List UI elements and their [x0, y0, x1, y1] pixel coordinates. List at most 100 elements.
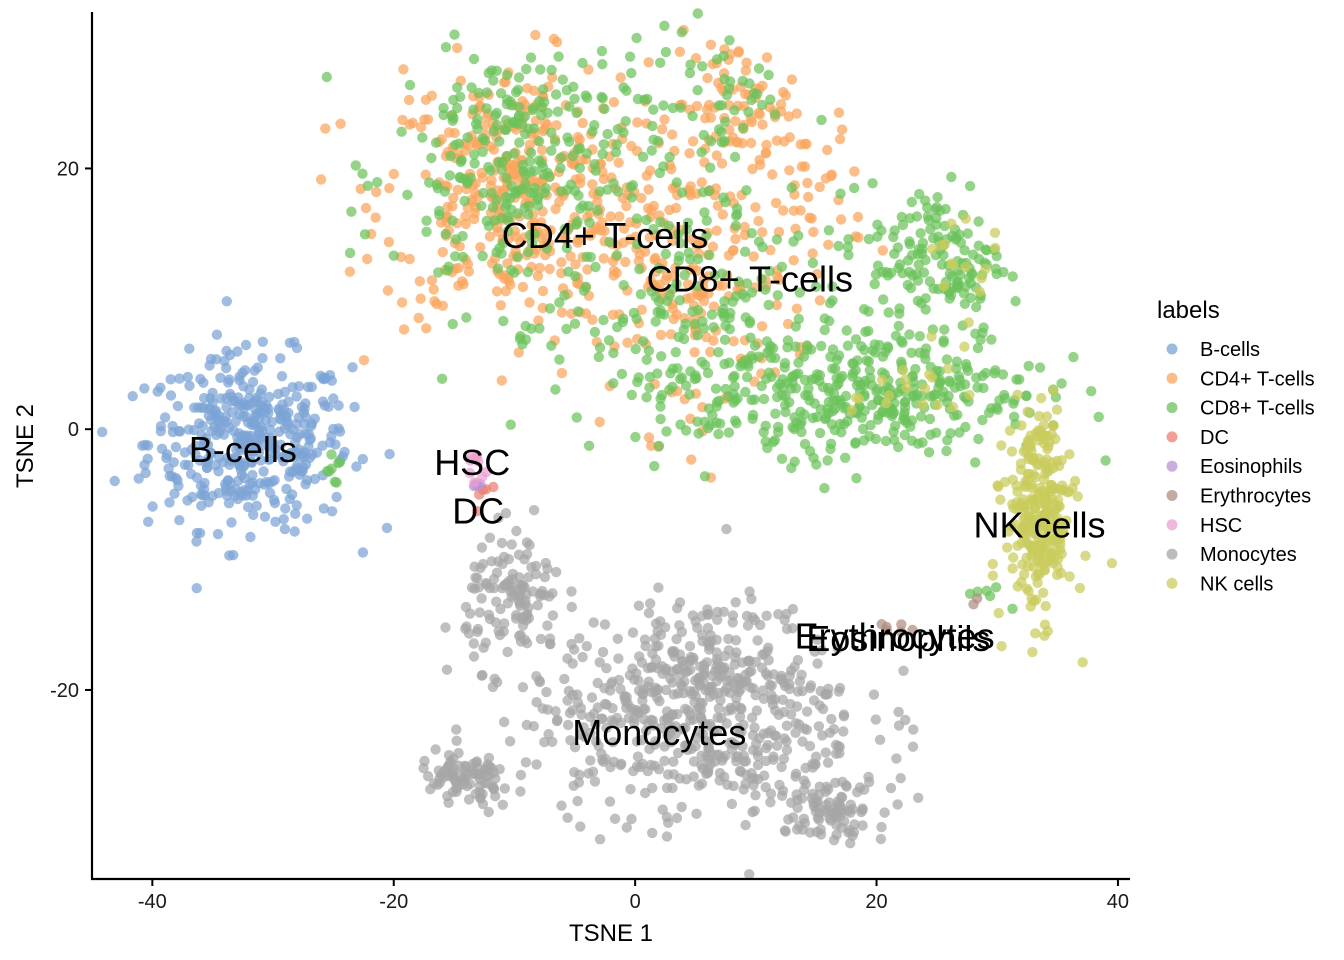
- scatter-point: [452, 82, 463, 93]
- scatter-point: [692, 8, 703, 19]
- scatter-point: [199, 490, 211, 501]
- scatter-point: [270, 443, 281, 454]
- scatter-point: [714, 767, 726, 779]
- scatter-point: [888, 231, 899, 243]
- scatter-point: [1016, 420, 1027, 431]
- scatter-point: [594, 657, 605, 668]
- scatter-point: [729, 105, 740, 116]
- scatter-point: [464, 467, 476, 479]
- scatter-point: [665, 737, 677, 748]
- scatter-point: [388, 250, 399, 261]
- scatter-point: [688, 756, 700, 767]
- scatter-point: [476, 593, 487, 604]
- scatter-point: [954, 229, 965, 240]
- scatter-point: [613, 157, 624, 168]
- scatter-point: [904, 213, 916, 224]
- scatter-point: [870, 269, 882, 280]
- scatter-point: [635, 289, 647, 300]
- legend-item: Monocytes: [1166, 544, 1297, 566]
- scatter-point: [650, 618, 662, 629]
- scatter-point: [852, 355, 863, 366]
- scatter-point: [415, 122, 427, 133]
- cluster-label: Erythrocytes: [795, 616, 995, 657]
- scatter-point: [649, 460, 660, 472]
- scatter-point: [787, 603, 799, 615]
- scatter-point: [143, 516, 154, 527]
- scatter-point: [547, 736, 558, 747]
- scatter-point: [991, 268, 1002, 280]
- scatter-point: [575, 729, 587, 740]
- scatter-point: [713, 687, 724, 699]
- scatter-point: [521, 63, 532, 75]
- scatter-point: [534, 96, 545, 107]
- scatter-point: [1041, 454, 1053, 465]
- scatter-point: [680, 666, 691, 678]
- scatter-point: [843, 249, 854, 261]
- scatter-point: [716, 100, 727, 111]
- scatter-point: [515, 769, 527, 781]
- series-cd8-t-cells: [321, 8, 1111, 614]
- scatter-point: [159, 412, 171, 423]
- scatter-point: [422, 771, 434, 782]
- scatter-point: [492, 263, 504, 274]
- scatter-point: [697, 61, 708, 72]
- scatter-point: [692, 330, 703, 341]
- legend-item: NK cells: [1166, 573, 1273, 595]
- legend-swatch: [1166, 372, 1178, 384]
- legend: labels B-cells CD4+ T-cells CD8+ T-cells DC…: [1157, 297, 1315, 595]
- scatter-point: [701, 331, 712, 343]
- scatter-point: [960, 261, 971, 273]
- scatter-point: [453, 760, 464, 771]
- scatter-point: [1012, 389, 1023, 400]
- scatter-point: [893, 720, 905, 731]
- scatter-point: [544, 633, 556, 644]
- scatter-point: [867, 345, 878, 356]
- scatter-point: [601, 663, 612, 674]
- scatter-point: [441, 664, 453, 675]
- legend-item: CD8+ T-cells: [1166, 398, 1315, 420]
- scatter-point: [440, 228, 451, 240]
- scatter-point: [659, 20, 670, 31]
- scatter-point: [598, 314, 609, 326]
- scatter-point: [716, 307, 728, 319]
- scatter-point: [723, 427, 735, 438]
- scatter-point: [499, 783, 510, 794]
- scatter-point: [597, 93, 608, 104]
- scatter-point: [1011, 374, 1022, 385]
- scatter-point: [772, 391, 783, 403]
- scatter-point: [596, 45, 608, 57]
- scatter-point: [667, 782, 678, 794]
- scatter-point: [724, 124, 735, 135]
- scatter-point: [869, 278, 880, 290]
- scatter-point: [611, 250, 623, 261]
- scatter-point: [215, 372, 226, 383]
- scatter-point: [816, 340, 827, 352]
- scatter-point: [881, 621, 892, 633]
- scatter-point: [693, 428, 704, 439]
- scatter-point: [1042, 466, 1054, 477]
- scatter-point: [522, 266, 534, 278]
- scatter-point: [748, 251, 759, 262]
- scatter-point: [761, 743, 772, 754]
- scatter-point: [923, 214, 934, 226]
- scatter-point: [756, 321, 768, 332]
- scatter-point: [993, 607, 1004, 619]
- scatter-point: [1051, 404, 1063, 415]
- scatter-point: [711, 150, 722, 161]
- scatter-point: [608, 756, 620, 767]
- scatter-point: [556, 257, 567, 268]
- scatter-point: [664, 290, 675, 301]
- scatter-point: [259, 479, 270, 490]
- scatter-point: [742, 620, 754, 631]
- scatter-point: [235, 444, 246, 456]
- scatter-point: [675, 238, 686, 249]
- scatter-point: [971, 372, 982, 383]
- scatter-point: [541, 686, 552, 698]
- scatter-point: [652, 684, 664, 695]
- scatter-point: [1023, 585, 1034, 597]
- scatter-point: [519, 598, 531, 610]
- scatter-point: [877, 351, 889, 362]
- scatter-point: [743, 106, 754, 118]
- scatter-point: [656, 351, 667, 362]
- scatter-point: [1039, 619, 1051, 630]
